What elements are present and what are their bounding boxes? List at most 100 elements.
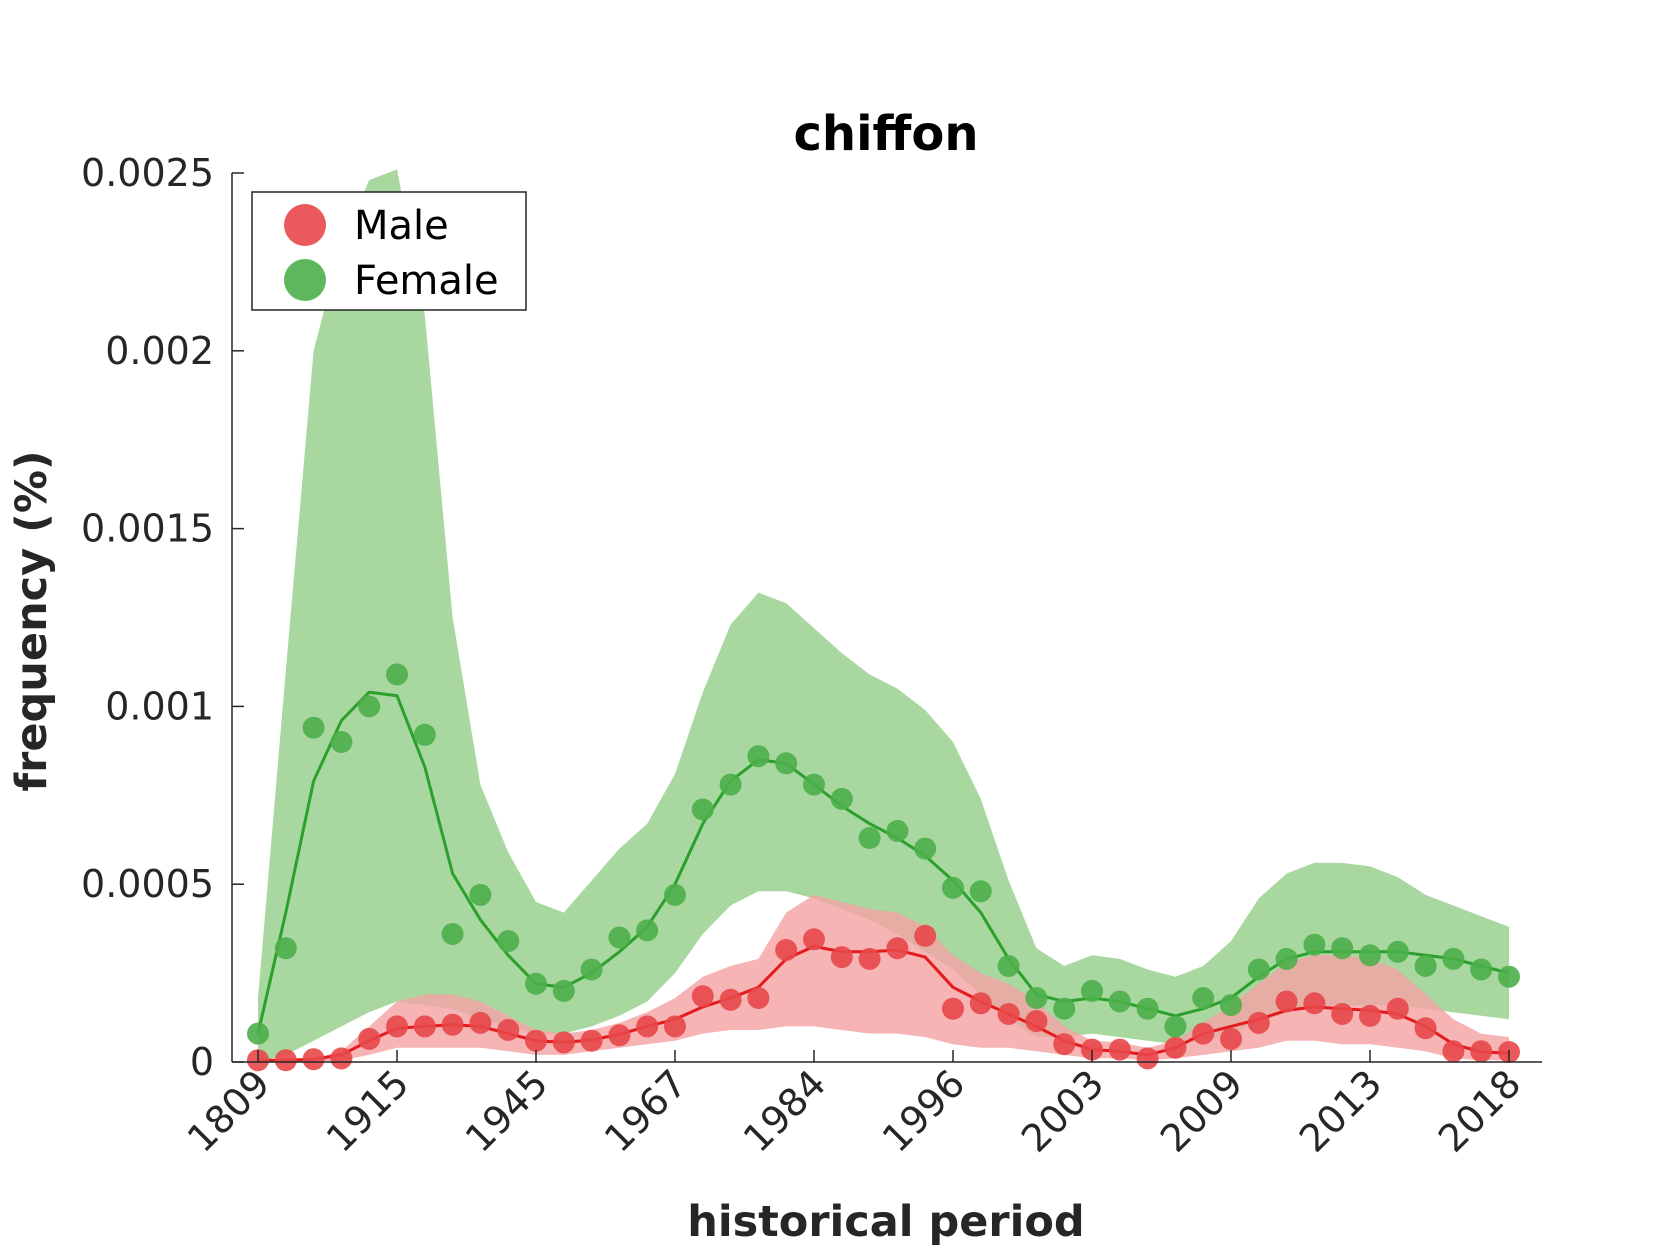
point-female	[719, 773, 742, 796]
x-tick-label: 2018	[1430, 1061, 1530, 1161]
legend-marker-female	[284, 259, 326, 301]
point-male	[1442, 1040, 1465, 1063]
y-axis-label: frequency (%)	[7, 450, 57, 791]
point-male	[1247, 1011, 1270, 1034]
point-male	[330, 1047, 353, 1070]
point-male	[942, 997, 964, 1020]
point-male	[664, 1015, 686, 1038]
x-axis-label: historical period	[687, 1197, 1084, 1247]
point-male	[497, 1019, 520, 1041]
point-male	[969, 992, 992, 1015]
point-female	[636, 919, 659, 942]
point-male	[552, 1031, 575, 1054]
point-female	[997, 955, 1020, 977]
point-female	[274, 937, 297, 960]
point-male	[525, 1029, 547, 1052]
point-female	[525, 972, 547, 995]
legend-label-female: Female	[354, 258, 499, 304]
point-female	[691, 798, 714, 821]
point-male	[1025, 1010, 1048, 1033]
chart-title: chiffon	[793, 106, 978, 162]
point-female	[747, 745, 770, 768]
point-male	[469, 1011, 492, 1034]
point-male	[914, 924, 937, 947]
point-female	[942, 876, 964, 899]
point-female	[969, 880, 992, 903]
legend: Male Female	[251, 191, 527, 311]
point-female	[1053, 997, 1076, 1020]
point-female	[1498, 965, 1520, 988]
point-female	[1108, 990, 1131, 1013]
point-male	[1192, 1022, 1215, 1045]
x-tick-label: 1967	[596, 1061, 696, 1161]
point-male	[747, 987, 770, 1009]
point-male	[1414, 1017, 1437, 1040]
point-male	[413, 1015, 436, 1038]
point-male	[358, 1027, 381, 1050]
point-male	[441, 1013, 464, 1036]
point-female	[497, 930, 520, 953]
point-female	[664, 883, 686, 906]
point-female	[1470, 958, 1493, 981]
point-female	[441, 923, 464, 945]
point-female	[386, 663, 408, 686]
point-female	[914, 837, 937, 860]
point-female	[358, 695, 381, 718]
point-female	[1442, 947, 1465, 970]
point-male	[1303, 992, 1326, 1015]
point-female	[803, 773, 825, 796]
x-tick-label: 1984	[735, 1061, 835, 1161]
point-male	[858, 947, 881, 970]
point-male	[1275, 990, 1298, 1013]
point-male	[302, 1048, 325, 1071]
point-female	[1192, 987, 1215, 1009]
y-tick-label: 0.0005	[81, 862, 214, 906]
point-male	[636, 1015, 659, 1038]
point-male	[886, 937, 909, 960]
point-female	[1303, 933, 1326, 956]
line-female	[256, 690, 1510, 1034]
point-male	[1053, 1033, 1076, 1056]
point-female	[858, 827, 881, 849]
x-tick-label: 1996	[874, 1061, 974, 1161]
point-female	[469, 883, 492, 906]
point-male	[1331, 1003, 1354, 1025]
point-male	[1108, 1038, 1131, 1061]
point-male	[830, 946, 853, 969]
point-male	[775, 939, 798, 961]
point-female	[330, 731, 353, 753]
point-female	[1025, 987, 1048, 1009]
point-male	[691, 985, 714, 1008]
x-tick-label: 1945	[457, 1061, 557, 1161]
point-female	[1220, 994, 1242, 1017]
point-female	[830, 787, 853, 810]
point-female	[1386, 940, 1409, 963]
band-male	[258, 894, 1509, 1062]
point-female	[1136, 997, 1159, 1020]
point-female	[1359, 944, 1381, 967]
point-male	[1386, 997, 1409, 1020]
trend-lines	[256, 690, 1510, 1062]
point-male	[1470, 1040, 1493, 1063]
point-female	[608, 926, 631, 949]
y-tick-label: 0.0025	[81, 151, 214, 195]
point-male	[719, 988, 742, 1011]
point-male	[274, 1049, 297, 1072]
x-tick-label: 2009	[1152, 1061, 1252, 1161]
point-female	[413, 723, 436, 746]
y-tick-label: 0.0015	[81, 507, 214, 551]
x-tick-label: 2013	[1291, 1061, 1391, 1161]
x-tick-label: 2003	[1013, 1061, 1113, 1161]
point-male	[1081, 1038, 1103, 1061]
point-female	[247, 1022, 269, 1045]
point-male	[1359, 1004, 1381, 1027]
point-female	[580, 958, 603, 981]
y-tick-label: 0	[190, 1040, 214, 1084]
point-male	[1220, 1027, 1242, 1050]
y-tick-label: 0.002	[105, 329, 214, 373]
point-male	[1136, 1047, 1159, 1070]
point-male	[997, 1003, 1020, 1025]
point-female	[775, 752, 798, 775]
line-male	[258, 944, 1510, 1062]
